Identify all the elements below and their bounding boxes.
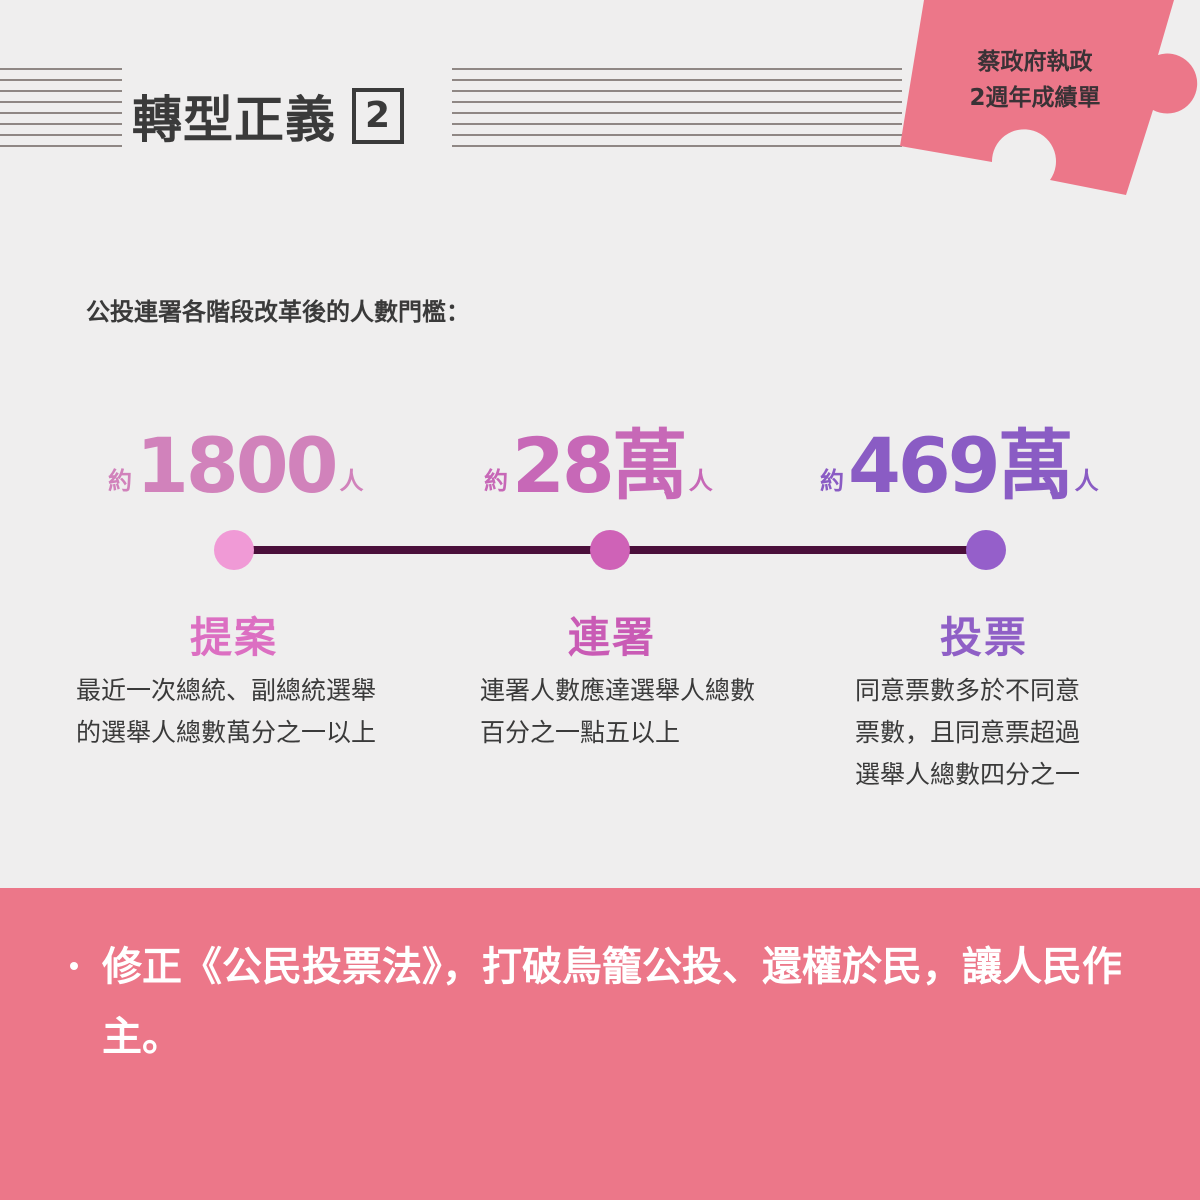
stat-suffix: 人 (339, 467, 364, 495)
desc-line: 票數，且同意票超過 (855, 718, 1081, 747)
puzzle-piece-icon (900, 0, 1198, 195)
desc-line: 最近一次總統、副總統選舉 (76, 676, 377, 705)
footer-statement: 修正《公民投票法》，打破鳥籠公投、還權於民，讓人民作主。 (102, 944, 1122, 1060)
stat-prefix: 約 (484, 467, 508, 495)
stat-number: 28萬 (512, 421, 688, 510)
desc-line: 百分之一點五以上 (480, 718, 681, 747)
stat-suffix: 人 (688, 467, 713, 495)
stat-number: 469萬 (848, 421, 1074, 510)
stage-timeline (0, 520, 1200, 580)
stage-desc-petition: 連署人數應達選舉人總數 百分之一點五以上 (480, 670, 800, 754)
timeline-dot-petition (590, 530, 630, 570)
stat-vote: 約 469萬 人 (820, 410, 1099, 510)
timeline-dot-vote (966, 530, 1006, 570)
timeline-dot-proposal (214, 530, 254, 570)
stage-desc-proposal: 最近一次總統、副總統選舉 的選舉人總數萬分之一以上 (76, 670, 416, 754)
badge-line-1: 蔡政府執政 (977, 49, 1093, 75)
header-stripes-right (452, 68, 902, 156)
badge-line-2: 2週年成績單 (969, 85, 1101, 111)
stat-proposal: 約 1800 人 (108, 410, 364, 510)
stat-petition: 約 28萬 人 (484, 410, 713, 510)
stage-title-proposal: 提案 (189, 613, 278, 662)
page-number-box: 2 (352, 88, 404, 144)
bullet-icon (70, 962, 78, 970)
desc-line: 選舉人總數四分之一 (855, 760, 1081, 789)
header-stripes-left (0, 68, 122, 156)
section-subtitle: 公投連署各階段改革後的人數門檻： (86, 298, 470, 326)
footer-banner: 修正《公民投票法》，打破鳥籠公投、還權於民，讓人民作主。 (0, 888, 1200, 1200)
stat-prefix: 約 (820, 467, 844, 495)
page-title: 轉型正義 2 (132, 80, 404, 152)
stage-desc-vote: 同意票數多於不同意 票數，且同意票超過 選舉人總數四分之一 (855, 670, 1115, 796)
achievement-badge: 蔡政府執政 2週年成績單 (935, 44, 1135, 116)
stage-title-vote: 投票 (939, 613, 1028, 662)
desc-line: 連署人數應達選舉人總數 (480, 676, 756, 705)
desc-line: 同意票數多於不同意 (855, 676, 1081, 705)
stage-title-petition: 連署 (567, 613, 656, 662)
desc-line: 的選舉人總數萬分之一以上 (76, 718, 377, 747)
stat-suffix: 人 (1074, 467, 1099, 495)
stat-number: 1800 (136, 421, 339, 510)
stat-prefix: 約 (108, 467, 132, 495)
page-title-text: 轉型正義 (132, 91, 336, 149)
